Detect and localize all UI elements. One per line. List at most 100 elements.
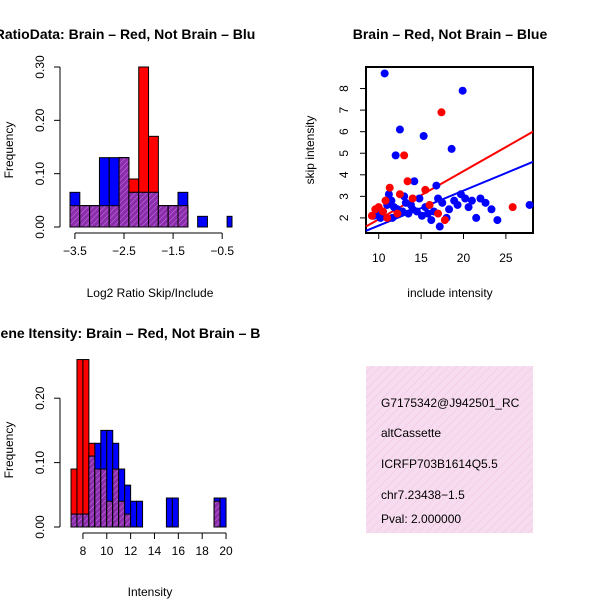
info-line-probe: G7175342@J942501_RC <box>381 396 520 410</box>
scatter-point-brain <box>383 213 392 222</box>
scatter-point-brain <box>395 190 404 199</box>
scatter-point-not-brain <box>467 196 476 205</box>
scatter-y-tick-label: 8 <box>337 85 351 92</box>
intensity-hist-x-tick-label: 14 <box>148 544 162 558</box>
scatter-y-tick-label: 4 <box>337 171 351 178</box>
scatter-x-tick-label: 15 <box>414 251 428 265</box>
intensity-hist-y-tick-label: 0.20 <box>33 386 47 410</box>
intensity-scatter: Brain – Red, Not Brain – Blue include in… <box>303 26 547 300</box>
intensity-hist-bar-overlap <box>88 455 96 528</box>
scatter-x-tick-label: 10 <box>372 251 386 265</box>
ratio-hist-y-tick-label: 0.30 <box>33 55 47 79</box>
intensity-hist-bar-overlap <box>82 513 90 528</box>
ratio-hist-bar-overlap <box>89 205 100 228</box>
intensity-hist-bar-overlap <box>213 500 221 528</box>
scatter-point-not-brain <box>481 198 490 207</box>
scatter-point-brain <box>400 151 409 160</box>
ratio-hist-bar-overlap <box>108 205 120 228</box>
scatter-point-not-brain <box>415 194 424 203</box>
ratio-hist-bar-not-brain <box>226 215 233 228</box>
intensity-hist-bar-not-brain <box>136 500 144 528</box>
scatter-point-not-brain <box>493 216 502 225</box>
scatter-point-not-brain <box>384 190 393 199</box>
scatter-point-not-brain <box>434 194 443 203</box>
scatter-point-brain <box>434 209 443 218</box>
scatter-point-not-brain <box>472 213 481 222</box>
scatter-point-not-brain <box>395 125 404 134</box>
scatter-point-brain <box>381 196 390 205</box>
scatter-xlabel: include intensity <box>407 286 492 300</box>
scatter-point-brain <box>385 183 394 192</box>
intensity-hist-x-tick-label: 16 <box>172 544 186 558</box>
info-panel: G7175342@J942501_RC altCassette ICRFP703… <box>366 366 533 533</box>
intensity-hist-x-tick-label: 20 <box>219 544 233 558</box>
scatter-point-not-brain <box>445 205 454 214</box>
scatter-point-brain <box>403 177 412 186</box>
intensity-hist-bar-overlap <box>70 513 78 528</box>
ratio-hist-bar-overlap <box>148 191 159 228</box>
intensity-histogram: Gene Itensity: Brain – Red, Not Brain – … <box>0 325 260 599</box>
intensity-hist-bar-overlap <box>112 468 120 528</box>
scatter-point-brain <box>508 203 517 212</box>
info-line-event-type: altCassette <box>381 426 441 440</box>
scatter-y-tick-label: 3 <box>337 193 351 200</box>
scatter-y-tick-label: 5 <box>337 150 351 157</box>
ratio-hist-bar-not-brain <box>197 215 208 228</box>
scatter-point-brain <box>367 211 376 220</box>
ratio-hist-bar-overlap <box>167 205 179 228</box>
info-line-location: chr7.23438−1.5 <box>381 488 465 502</box>
intensity-hist-x-tick-label: 18 <box>196 544 210 558</box>
info-pval: Pval: 2.000000 <box>381 512 461 526</box>
scatter-point-not-brain <box>447 144 456 153</box>
scatter-point-brain <box>408 194 417 203</box>
scatter-point-not-brain <box>453 200 462 209</box>
scatter-point-brain <box>378 207 387 216</box>
scatter-point-not-brain <box>435 222 444 231</box>
ratio-hist-bar-overlap <box>128 191 140 228</box>
scatter-title: Brain – Red, Not Brain – Blue <box>353 26 548 42</box>
intensity-hist-bar-overlap <box>106 500 114 528</box>
ratio-hist-bar-overlap <box>118 157 130 228</box>
info-line-clone: ICRFP703B1614Q5.5 <box>381 457 498 471</box>
scatter-y-tick-label: 7 <box>337 106 351 113</box>
intensity-hist-bar-brain <box>76 359 84 528</box>
ratio-hist-bar-overlap <box>177 205 189 228</box>
scatter-y-tick-label: 6 <box>337 128 351 135</box>
ratio-hist-bar-overlap <box>79 205 91 228</box>
scatter-point-not-brain <box>419 131 428 140</box>
intensity-histogram-xlabel: Intensity <box>128 585 173 599</box>
intensity-hist-bar-not-brain <box>219 497 227 528</box>
scatter-point-brain <box>393 209 402 218</box>
scatter-ylabel: skip intensity <box>303 116 317 185</box>
ratio-hist-bar-overlap <box>157 205 169 228</box>
info-panel-background <box>366 366 533 533</box>
ratio-hist-bar-overlap <box>138 191 150 228</box>
intensity-hist-bar-not-brain <box>165 497 173 528</box>
intensity-hist-y-tick-label: 0.10 <box>33 451 47 475</box>
scatter-point-brain <box>440 216 449 225</box>
ratio-histogram-xlabel: Log2 Ratio Skip/Include <box>87 286 214 300</box>
ratio-hist-y-tick-label: 0.10 <box>33 162 47 186</box>
intensity-histogram-title: Gene Itensity: Brain – Red, Not Brain – … <box>0 325 260 341</box>
intensity-hist-y-tick-label: 0.00 <box>33 515 47 539</box>
intensity-hist-bar-overlap <box>124 513 132 528</box>
intensity-hist-bar-overlap <box>76 513 84 528</box>
scatter-plot-frame <box>365 66 534 234</box>
scatter-point-brain <box>421 185 430 194</box>
scatter-point-not-brain <box>380 69 389 78</box>
ratio-histogram-title: RatioData: Brain – Red, Not Brain – Blu <box>0 26 255 42</box>
intensity-hist-bar-not-brain <box>171 497 179 528</box>
ratio-hist-x-tick-label: −0.5 <box>210 244 234 258</box>
ratio-hist-x-tick-label: −1.5 <box>161 244 185 258</box>
scatter-point-not-brain <box>525 200 534 209</box>
ratio-hist-bar-overlap <box>69 205 81 228</box>
scatter-point-not-brain <box>387 196 396 205</box>
ratio-hist-x-tick-label: −2.5 <box>112 244 136 258</box>
scatter-point-not-brain <box>376 213 385 222</box>
scatter-point-not-brain <box>461 194 470 203</box>
intensity-hist-bar-not-brain <box>130 500 138 528</box>
scatter-y-tick-label: 2 <box>337 214 351 221</box>
scatter-x-tick-label: 25 <box>499 251 513 265</box>
ratio-histogram-ylabel: Frequency <box>2 122 16 179</box>
